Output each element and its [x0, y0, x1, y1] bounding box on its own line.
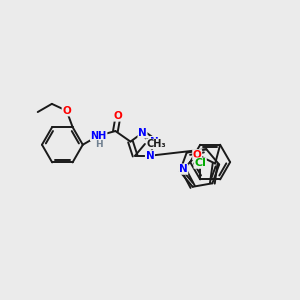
- Text: H: H: [95, 140, 103, 149]
- Text: N: N: [138, 128, 147, 138]
- Text: Cl: Cl: [194, 158, 206, 168]
- Text: NH: NH: [91, 130, 107, 140]
- Text: CH₃: CH₃: [146, 139, 166, 149]
- Text: O: O: [62, 106, 71, 116]
- Text: O: O: [114, 111, 122, 121]
- Text: N: N: [179, 164, 188, 174]
- Text: O: O: [193, 150, 202, 160]
- Text: N: N: [150, 136, 159, 147]
- Text: N: N: [146, 151, 154, 161]
